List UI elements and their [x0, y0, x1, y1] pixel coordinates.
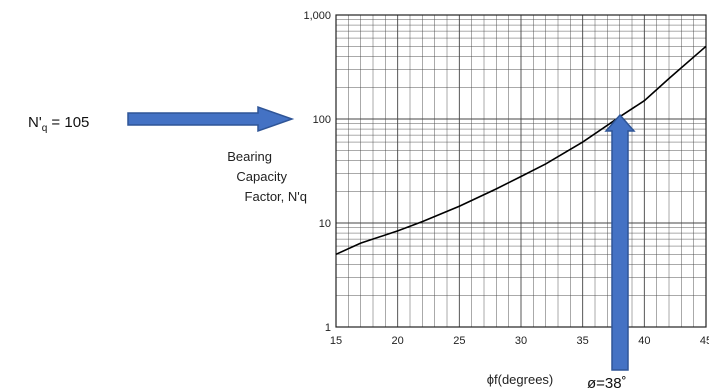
x-axis-title: ϕf(degrees): [487, 372, 554, 387]
nq-callout-arrow: [127, 105, 295, 133]
x-tick-label: 25: [453, 335, 465, 347]
right-arrow-icon: [127, 105, 295, 133]
y-tick-label: 100: [313, 114, 331, 126]
y-tick-label: 1,000: [303, 10, 331, 22]
x-tick-label: 30: [515, 335, 527, 347]
x-tick-label: 40: [638, 335, 650, 347]
plot-frame: [335, 14, 707, 328]
x-tick-label: 35: [577, 335, 589, 347]
nq-label-value: = 105: [47, 114, 89, 131]
y-axis-title: Bearing Capacity Factor, N'q: [227, 149, 307, 204]
nq-label-subscript: q: [42, 123, 48, 134]
nq-curve: [335, 45, 707, 256]
grid: [335, 15, 707, 328]
nq-label-main: N': [28, 114, 42, 131]
y-axis-ticks: 1 10 100 1,000: [303, 10, 331, 334]
up-arrow-icon: [604, 113, 636, 371]
x-tick-label: 15: [330, 335, 342, 347]
x-tick-label: 20: [392, 335, 404, 347]
phi-callout-arrow: [604, 113, 636, 371]
y-tick-label: 1: [325, 322, 331, 334]
x-axis-ticks: 15 20 25 30 35 40 45: [330, 335, 709, 347]
y-axis-title-line-2: Capacity: [236, 169, 287, 184]
y-axis-title-line-1: Bearing: [227, 149, 272, 164]
x-tick-label: 45: [700, 335, 709, 347]
nq-callout-label: N'q = 105: [28, 114, 89, 134]
phi-callout-label: ø=38˚: [587, 375, 627, 392]
y-tick-label: 10: [319, 218, 331, 230]
y-axis-title-line-3: Factor, N'q: [245, 189, 307, 204]
